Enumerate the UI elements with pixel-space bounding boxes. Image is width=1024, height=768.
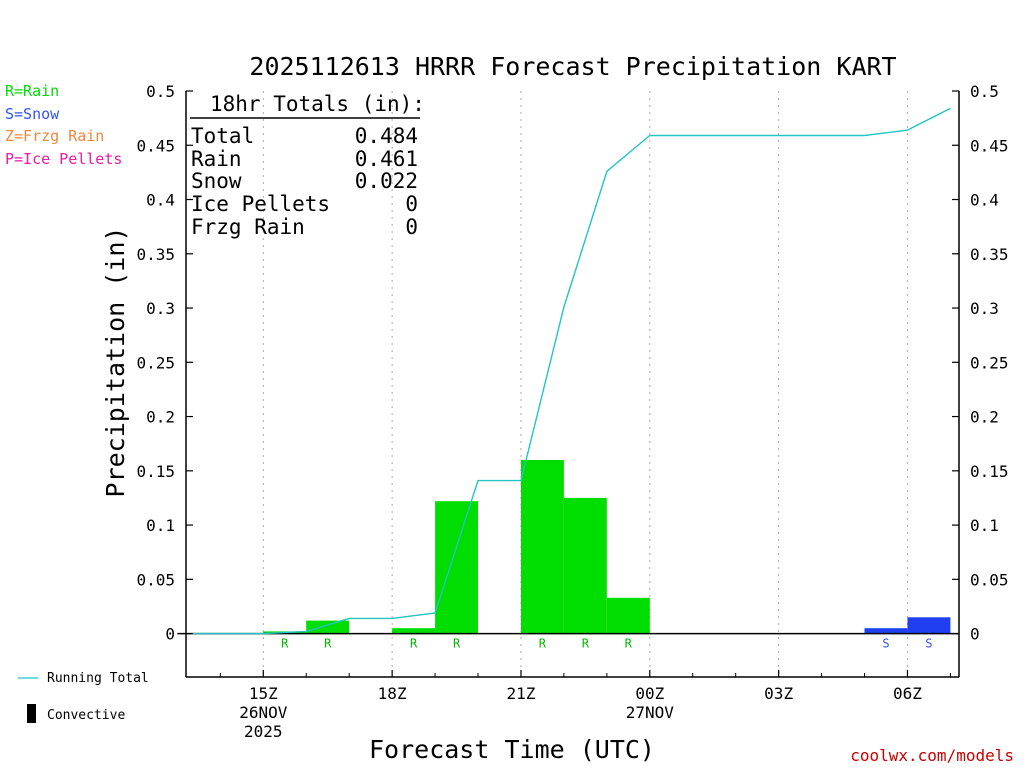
totals-snow-value: 0.022	[355, 169, 418, 193]
y-ticks-right: 0.5 0.45 0.4 0.35 0.3 0.25 0.2 0.15 0.1 0.05 0	[952, 82, 1009, 644]
totals-total-value: 0.484	[355, 124, 418, 148]
y-tick-label-left-7: 0.15	[136, 462, 175, 481]
y-tick-label-right-8: 0.1	[970, 516, 999, 535]
precip-bar-17	[907, 617, 951, 634]
precip-bar-5	[392, 628, 435, 634]
x-tick-label-0-0: 15Z	[249, 684, 278, 703]
type-marker-8: S	[925, 637, 932, 651]
y-tick-label-left-10: 0	[165, 625, 175, 644]
y-axis-label: Precipitation (in)	[101, 227, 130, 498]
precip-bar-8	[521, 460, 564, 634]
type-marker-7: S	[882, 637, 889, 651]
type-marker-1: R	[324, 637, 332, 651]
precip-bars	[263, 460, 951, 634]
type-marker-2: R	[410, 637, 418, 651]
type-marker-4: R	[539, 637, 547, 651]
y-tick-label-right-2: 0.4	[970, 191, 999, 210]
y-tick-label-right-7: 0.15	[970, 462, 1009, 481]
y-tick-label-left-3: 0.35	[136, 245, 175, 264]
y-tick-label-right-0: 0.5	[970, 82, 999, 101]
credit-text: coolwx.com/models	[850, 746, 1014, 765]
y-tick-label-right-5: 0.25	[970, 353, 1009, 372]
y-tick-label-left-1: 0.45	[136, 136, 175, 155]
x-tick-label-3-0: 00Z	[635, 684, 664, 703]
precip-bar-6	[435, 501, 478, 634]
y-tick-label-left-0: 0.5	[146, 82, 175, 101]
precip-bar-16	[864, 628, 908, 634]
totals-snow-label: Snow	[191, 169, 242, 193]
x-tick-label-3-1: 27NOV	[626, 703, 675, 722]
y-tick-label-left-8: 0.1	[146, 516, 175, 535]
running-total-line	[190, 107, 951, 635]
legend-ice-pellets: P=Ice Pellets	[5, 150, 122, 168]
y-tick-label-left-9: 0.05	[136, 570, 175, 589]
bottom-legend: Running Total Convective	[18, 671, 149, 723]
x-tick-label-0-1: 26NOV	[239, 703, 288, 722]
totals-box: 18hr Totals (in): Total 0.484 Rain 0.461…	[190, 92, 425, 239]
totals-frzg-rain-value: 0	[405, 215, 418, 239]
x-tick-label-4-0: 03Z	[764, 684, 793, 703]
y-tick-label-right-1: 0.45	[970, 136, 1009, 155]
y-tick-label-right-3: 0.35	[970, 245, 1009, 264]
type-marker-5: R	[582, 637, 590, 651]
totals-ice-pellets-value: 0	[405, 192, 418, 216]
running-total-polyline	[190, 107, 951, 635]
y-tick-label-left-5: 0.25	[136, 353, 175, 372]
legend-rain: R=Rain	[5, 82, 59, 100]
y-tick-label-right-4: 0.3	[970, 299, 999, 318]
convective-swatch	[27, 704, 36, 723]
precip-bar-10	[606, 597, 650, 634]
y-tick-label-right-10: 0	[970, 625, 980, 644]
type-marker-0: R	[281, 637, 289, 651]
totals-total-label: Total	[191, 124, 254, 148]
y-ticks-left: 0.5 0.45 0.4 0.35 0.3 0.25 0.2 0.15 0.1 0.05 0	[136, 82, 193, 644]
x-tick-label-2-0: 21Z	[507, 684, 536, 703]
x-tick-label-0-2: 2025	[244, 722, 283, 741]
running-total-legend-label: Running Total	[47, 671, 149, 686]
x-tick-label-5-0: 06Z	[893, 684, 922, 703]
convective-legend-label: Convective	[47, 708, 125, 723]
precip-bar-9	[563, 497, 607, 634]
legend-frzg-rain: Z=Frzg Rain	[5, 127, 104, 145]
chart-title: 2025112613 HRRR Forecast Precipitation K…	[249, 52, 896, 81]
y-tick-label-left-4: 0.3	[146, 299, 175, 318]
y-tick-label-right-6: 0.2	[970, 408, 999, 427]
totals-ice-pellets-label: Ice Pellets	[191, 192, 330, 216]
x-tick-label-1-0: 18Z	[378, 684, 407, 703]
legend-snow: S=Snow	[5, 105, 60, 123]
totals-frzg-rain-label: Frzg Rain	[191, 215, 305, 239]
totals-heading: 18hr Totals (in):	[210, 92, 425, 116]
precip-bar-3	[306, 620, 350, 634]
type-legend: R=Rain S=Snow Z=Frzg Rain P=Ice Pellets	[5, 82, 122, 168]
type-marker-6: R	[625, 637, 633, 651]
y-tick-label-left-2: 0.4	[146, 191, 175, 210]
type-marker-3: R	[453, 637, 461, 651]
totals-rain-value: 0.461	[355, 147, 418, 171]
x-axis-label: Forecast Time (UTC)	[369, 735, 655, 764]
totals-rain-label: Rain	[191, 147, 242, 171]
y-tick-label-left-6: 0.2	[146, 408, 175, 427]
y-tick-label-right-9: 0.05	[970, 570, 1009, 589]
